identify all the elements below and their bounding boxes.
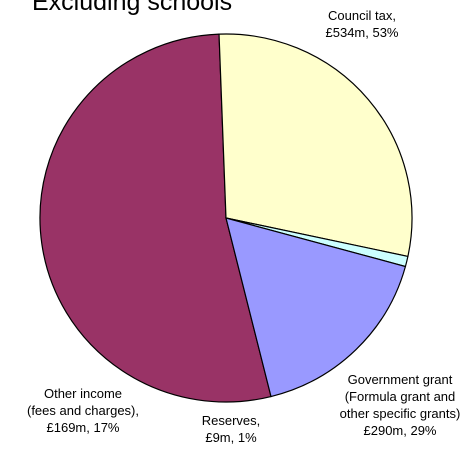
slice-label-2: Reserves, £9m, 1% xyxy=(202,413,261,445)
chart-title: Excluding schools xyxy=(32,0,232,16)
slice-label-0: Council tax, £534m, 53% xyxy=(326,8,399,40)
slice-label-line: £290m, 29% xyxy=(364,423,437,438)
slice-label-line: £9m, 1% xyxy=(205,430,257,445)
slice-label-1: Government grant (Formula grant and other … xyxy=(340,372,461,438)
pie-slices xyxy=(39,33,413,403)
pie-slice-other xyxy=(225,217,407,398)
slice-label-line: Government grant xyxy=(348,372,453,387)
slice-label-line: Reserves, xyxy=(202,413,261,428)
slice-label-line: £534m, 53% xyxy=(326,25,399,40)
slice-label-3: Other income (fees and charges), £169m, 17… xyxy=(27,386,139,435)
pie-slice-government xyxy=(218,33,413,258)
slice-label-line: other specific grants) xyxy=(340,406,461,421)
slice-label-line: (fees and charges), xyxy=(27,403,139,418)
pie-slice-council xyxy=(39,33,272,403)
slice-label-line: Other income xyxy=(44,386,122,401)
slice-label-line: (Formula grant and xyxy=(345,389,456,404)
slice-label-line: Council tax, xyxy=(328,8,396,23)
pie-labels: Council tax, £534m, 53% Government grant (F… xyxy=(27,8,460,445)
slice-label-line: £169m, 17% xyxy=(47,420,120,435)
